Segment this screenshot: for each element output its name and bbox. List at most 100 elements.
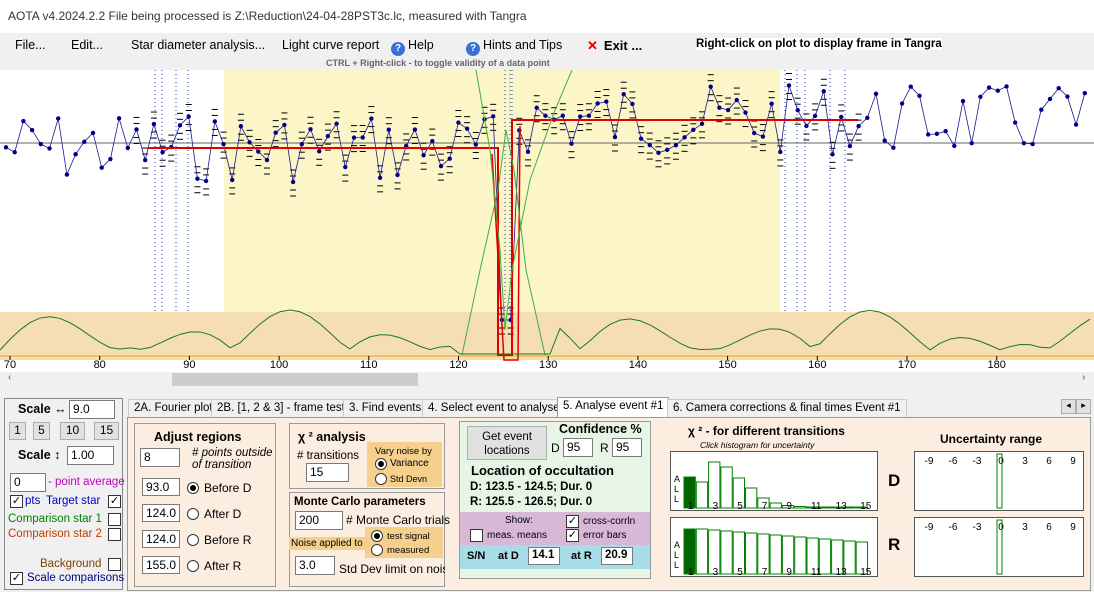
menu-light-curve[interactable]: Light curve report <box>282 38 380 52</box>
data-point <box>647 142 652 148</box>
after-r-radio[interactable] <box>187 560 199 572</box>
data-point <box>47 146 52 151</box>
confidence-d-select[interactable]: 95 <box>563 438 593 457</box>
std-devn-radio[interactable] <box>375 473 387 485</box>
pts-checkbox[interactable]: ✓ <box>10 495 23 508</box>
menu-hints[interactable]: ? Hints and Tips <box>466 38 562 56</box>
data-point <box>377 175 383 181</box>
light-curve-plot[interactable]: 70 80 90 100 110 120 130 140 150 160 170 180 <box>0 69 1094 372</box>
uncertainty-r-tick: -9 <box>925 522 934 533</box>
target-star-checkbox[interactable]: ✓ <box>108 495 121 508</box>
tab-fourier[interactable]: 2A. Fourier plot <box>128 399 219 417</box>
hist-d-bar <box>732 477 746 509</box>
before-d-radio[interactable] <box>187 482 199 494</box>
hist-d-bar <box>843 506 856 509</box>
tab-frame-test[interactable]: 2B. [1, 2 & 3] - frame test <box>211 399 351 417</box>
preset-1-button[interactable]: 1 <box>9 422 26 440</box>
uncertainty-r-tick: 9 <box>1070 522 1076 533</box>
histogram-r[interactable]: A L L 1 3 5 7 9 11 13 15 <box>670 517 878 578</box>
points-outside-input[interactable]: 8 <box>140 448 180 467</box>
get-event-locations-button[interactable]: Get event locations <box>467 426 547 460</box>
measured-label: measured <box>387 545 430 556</box>
data-point <box>908 84 913 89</box>
measured-radio[interactable] <box>371 544 383 556</box>
x-tick-label: 160 <box>808 359 826 371</box>
data-point <box>82 139 87 144</box>
transitions-input[interactable]: 15 <box>306 463 349 482</box>
after-d-radio[interactable] <box>187 508 199 520</box>
scroll-left-icon[interactable]: ‹ <box>8 372 12 383</box>
data-point <box>630 101 635 107</box>
plot-scrollbar[interactable]: ‹ › <box>0 372 1094 387</box>
hist-d-all-label: A <box>674 474 680 484</box>
data-point <box>412 127 418 132</box>
points-outside-label: # points outside of transition <box>192 447 273 471</box>
data-point <box>543 113 548 118</box>
menu-bar: File... Edit... Star diameter analysis..… <box>0 33 1094 58</box>
monte-carlo-trials-input[interactable]: 200 <box>295 511 343 530</box>
tab-camera-corrections[interactable]: 6. Camera corrections & final times Even… <box>667 399 907 417</box>
histogram-d[interactable]: A L L 1 3 5 7 9 11 13 15 <box>670 451 878 512</box>
error-bars-checkbox[interactable]: ✓ <box>566 529 579 542</box>
tab-analyse-event[interactable]: 5. Analyse event #1 <box>557 397 670 417</box>
hist-d-all-label: L <box>674 484 679 494</box>
data-point <box>143 157 148 163</box>
cross-corr-checkbox[interactable]: ✓ <box>566 515 579 528</box>
r-location: R: 125.5 - 126.5; Dur. 0 <box>470 496 593 508</box>
point-average-select[interactable]: 0 <box>10 473 46 492</box>
sn-r-value: 20.9 <box>601 547 633 565</box>
variance-label: Variance <box>390 458 429 469</box>
background-checkbox[interactable] <box>108 558 121 571</box>
before-d-value: 93.0 <box>142 478 180 496</box>
menu-help[interactable]: ? Help <box>391 38 434 56</box>
scroll-right-icon[interactable]: › <box>1082 372 1086 383</box>
data-point <box>134 127 139 132</box>
preset-15-button[interactable]: 15 <box>94 422 119 440</box>
data-point <box>569 141 574 146</box>
hist-d-axis-label: 9 <box>786 501 792 510</box>
menu-star-diameter[interactable]: Star diameter analysis... <box>131 38 266 52</box>
scale-h-input[interactable]: 9.0 <box>69 400 115 419</box>
hist-r-axis-label: 1 <box>688 567 694 576</box>
meas-means-checkbox[interactable] <box>470 529 483 542</box>
after-d-label: After D <box>204 507 242 521</box>
scroll-thumb[interactable] <box>172 373 418 386</box>
comparison-star-2-checkbox[interactable] <box>108 528 121 541</box>
comparison-star-1-checkbox[interactable] <box>108 513 121 526</box>
data-point <box>525 149 531 155</box>
variance-radio[interactable] <box>375 458 387 470</box>
menu-exit[interactable]: ✕ Exit ... <box>587 38 642 54</box>
uncertainty-d-marker <box>996 453 1003 509</box>
test-signal-radio[interactable] <box>371 530 383 542</box>
menu-edit[interactable]: Edit... <box>71 38 103 52</box>
hist-d-bar <box>769 502 782 509</box>
location-title: Location of occultation <box>471 463 614 478</box>
hist-d-bar <box>757 497 770 509</box>
preset-5-button[interactable]: 5 <box>33 422 50 440</box>
data-point <box>238 124 244 129</box>
std-dev-limit-input[interactable]: 3.0 <box>295 556 335 575</box>
scale-v-input[interactable]: 1.00 <box>67 446 114 465</box>
uncertainty-r-tick: -6 <box>949 522 958 533</box>
monte-carlo-trials-label: # Monte Carlo trials <box>346 513 451 527</box>
monte-carlo-title: Monte Carlo parameters <box>294 496 426 508</box>
hist-r-bar <box>831 539 844 575</box>
uncertainty-r-tick: -3 <box>973 522 982 533</box>
data-point <box>1082 91 1088 96</box>
preset-10-button[interactable]: 10 <box>60 422 85 440</box>
menu-help-label: Help <box>408 38 434 52</box>
hist-r-bar <box>708 529 721 575</box>
hist-r-bar <box>818 538 832 575</box>
tab-select-event[interactable]: 4. Select event to analyse <box>422 399 566 417</box>
tab-scroll-right-icon[interactable]: ▸ <box>1076 399 1091 414</box>
before-r-label: Before R <box>204 533 252 547</box>
tab-scroll-left-icon[interactable]: ◂ <box>1061 399 1076 414</box>
scale-comparisons-checkbox[interactable]: ✓ <box>10 572 23 585</box>
before-r-radio[interactable] <box>187 534 199 546</box>
confidence-r-select[interactable]: 95 <box>612 438 642 457</box>
vary-noise-label: Vary noise by <box>375 446 432 457</box>
data-point <box>264 157 270 163</box>
hist-d-axis-label: 5 <box>737 501 743 510</box>
tab-find-events[interactable]: 3. Find events <box>343 399 428 417</box>
menu-file[interactable]: File... <box>15 38 46 52</box>
